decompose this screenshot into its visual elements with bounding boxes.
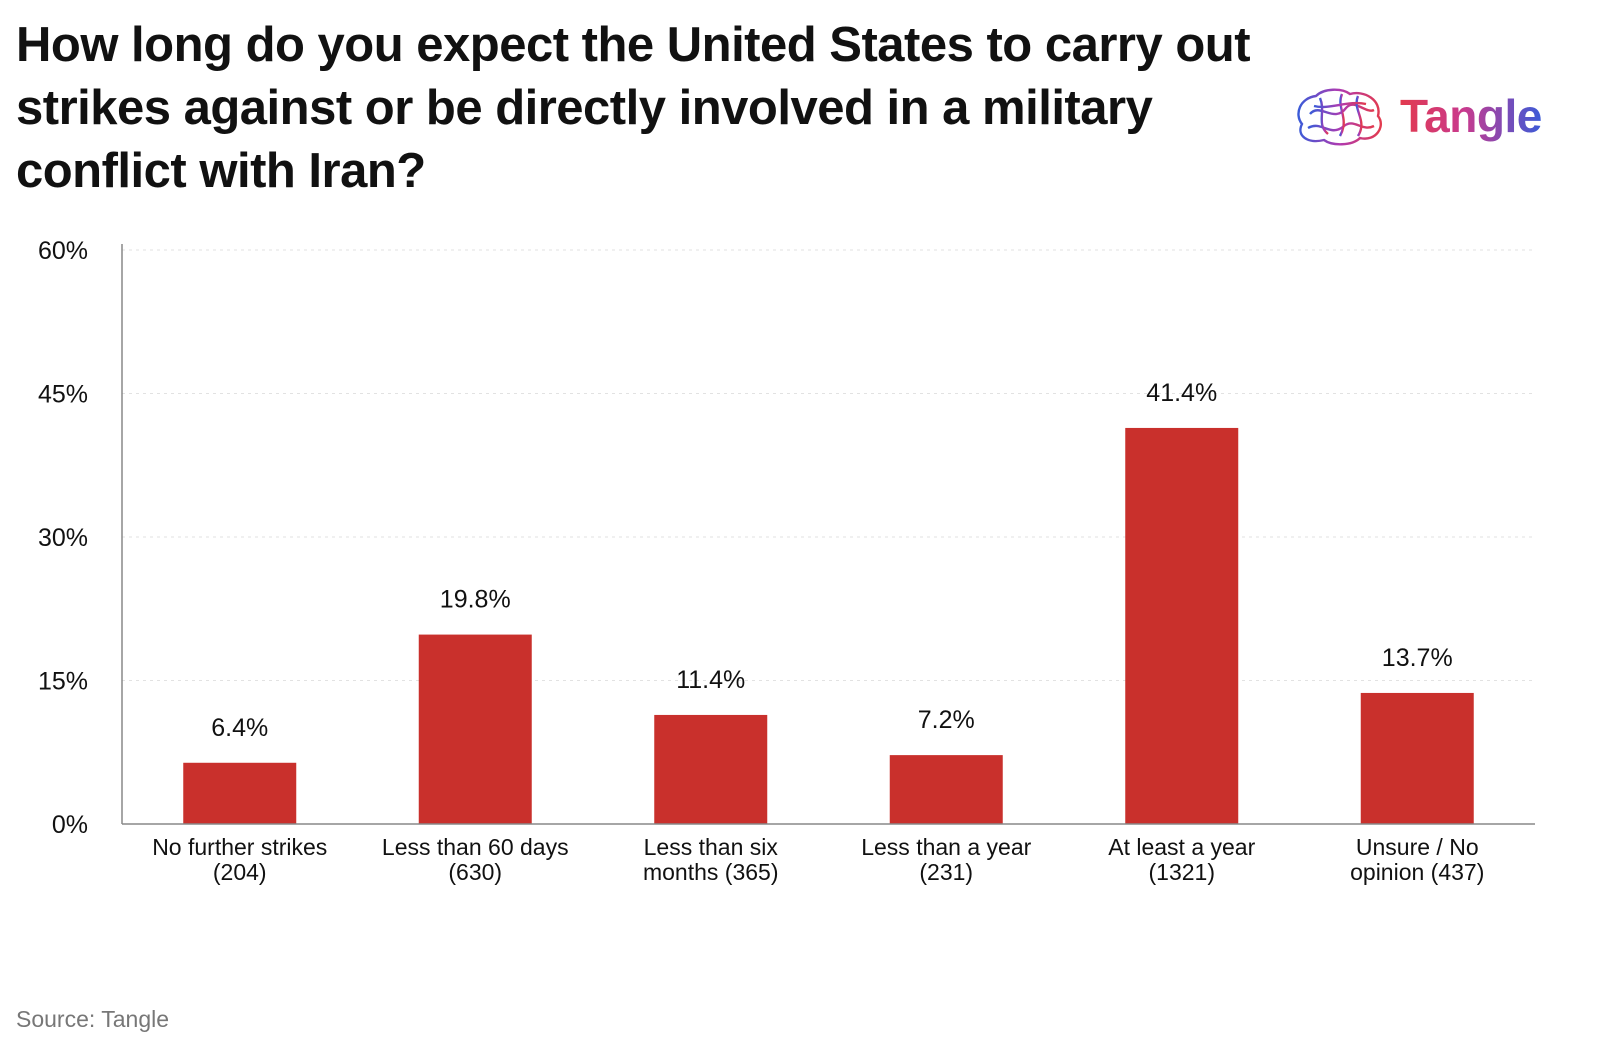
value-label: 11.4% xyxy=(676,666,745,694)
x-tick-label-line: (231) xyxy=(919,859,973,885)
x-axis-ticks: No further strikes (204) Less than 60 days… xyxy=(152,834,1484,885)
bar xyxy=(1360,692,1474,824)
bar xyxy=(418,634,532,824)
tangle-brain-icon xyxy=(1297,88,1382,146)
x-tick-label-line: (1321) xyxy=(1149,859,1215,885)
bar xyxy=(889,755,1003,824)
x-tick-label-line: At least a year xyxy=(1108,834,1255,860)
y-axis-ticks: 0% 15% 30% 45% 60% xyxy=(38,237,88,839)
y-tick-label: 60% xyxy=(38,237,88,265)
x-tick-label-line: Less than a year xyxy=(861,834,1031,860)
x-tick-label-line: (204) xyxy=(213,859,267,885)
y-tick-label: 0% xyxy=(52,811,88,839)
chart-title: How long do you expect the United States… xyxy=(16,18,1251,198)
x-tick-label: Unsure / No opinion (437) xyxy=(1350,834,1484,885)
x-tick-label: Less than a year (231) xyxy=(861,834,1031,885)
value-labels: 6.4% 19.8% 11.4% 7.2% 41.4% 13.7% xyxy=(211,379,1452,742)
y-tick-label: 30% xyxy=(38,524,88,552)
value-label: 19.8% xyxy=(440,586,511,614)
value-label: 13.7% xyxy=(1382,644,1453,672)
bar-chart: 6.4% 19.8% 11.4% 7.2% 41.4% 13.7% 0% 15% 30% 45%… xyxy=(38,237,1535,885)
x-tick-label-line: (630) xyxy=(448,859,502,885)
tangle-logo: Tangle xyxy=(1290,84,1550,148)
x-tick-label: At least a year (1321) xyxy=(1108,834,1255,885)
x-tick-label-line: Less than six xyxy=(644,834,779,860)
x-tick-label-line: No further strikes xyxy=(152,834,327,860)
logo-text: Tangle xyxy=(1400,90,1542,142)
grid-lines xyxy=(122,249,1535,681)
source-note: Source: Tangle xyxy=(16,1006,170,1032)
x-tick-label-line: opinion (437) xyxy=(1350,859,1484,885)
value-label: 7.2% xyxy=(918,706,975,734)
bar xyxy=(654,714,768,824)
x-tick-label: Less than six months (365) xyxy=(643,834,779,885)
bars xyxy=(183,427,1474,824)
x-tick-label-line: Less than 60 days xyxy=(382,834,569,860)
bar xyxy=(183,762,297,824)
x-tick-label: No further strikes (204) xyxy=(152,834,327,885)
x-tick-label: Less than 60 days (630) xyxy=(382,834,569,885)
bar xyxy=(1125,427,1239,824)
y-tick-label: 45% xyxy=(38,381,88,409)
x-tick-label-line: months (365) xyxy=(643,859,779,885)
value-label: 41.4% xyxy=(1146,379,1217,407)
x-tick-label-line: Unsure / No xyxy=(1356,834,1479,860)
value-label: 6.4% xyxy=(211,714,268,742)
y-tick-label: 15% xyxy=(38,668,88,696)
